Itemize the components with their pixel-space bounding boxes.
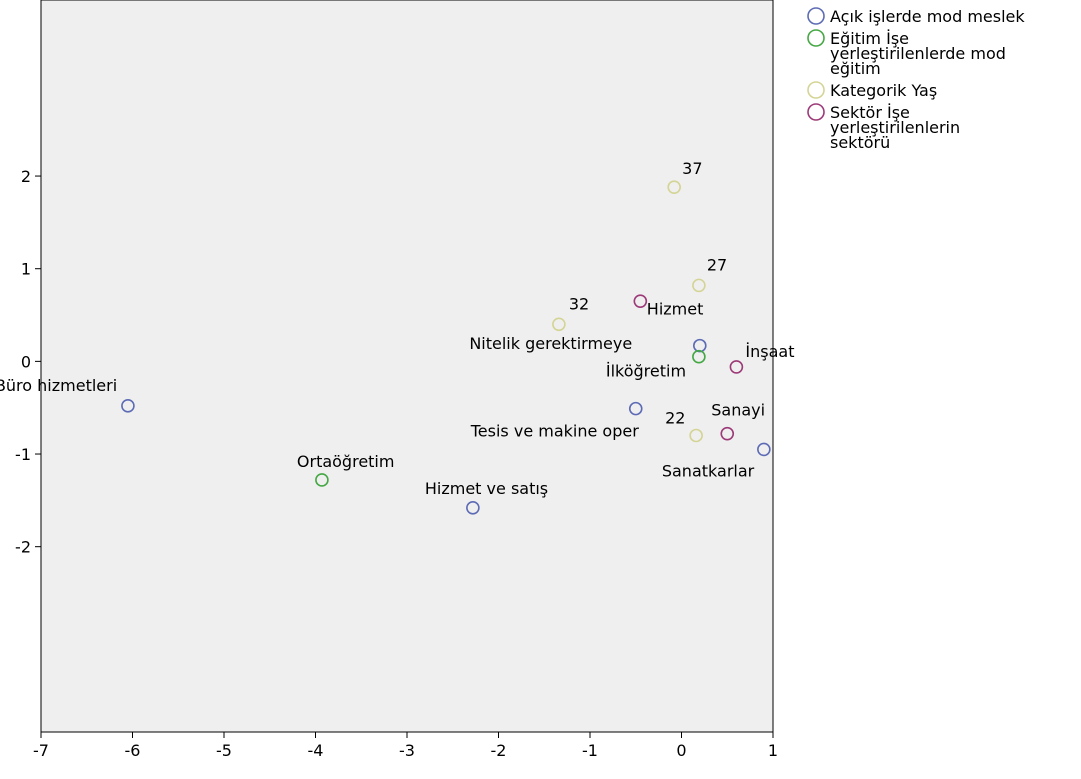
point-label: 22 xyxy=(665,408,685,427)
data-point xyxy=(757,442,771,457)
x-tick-label: 0 xyxy=(676,741,686,760)
legend-item: Sektör İşe yerleştirilenlerin sektörü xyxy=(807,103,960,152)
data-point xyxy=(692,349,706,364)
point-label: 37 xyxy=(682,159,702,178)
x-tick-label: -5 xyxy=(216,741,232,760)
point-label: Sanayi xyxy=(711,401,765,420)
plot-area xyxy=(40,0,774,733)
data-point xyxy=(720,426,735,441)
point-label: Ortaöğretim xyxy=(297,452,395,471)
y-tick-label: -1 xyxy=(15,445,31,464)
data-point xyxy=(121,399,135,413)
data-point xyxy=(692,278,706,293)
x-tick-label: 1 xyxy=(768,741,778,760)
point-label: 32 xyxy=(569,294,589,313)
point-label: Nitelik gerektirmeye xyxy=(469,334,632,353)
point-label: Sanatkarlar xyxy=(662,461,755,480)
legend-marker xyxy=(807,7,825,25)
legend-marker xyxy=(807,81,825,99)
x-tick-label: -7 xyxy=(33,741,49,760)
data-point xyxy=(633,294,648,308)
x-tick-label: -3 xyxy=(399,741,415,760)
point-label: Hizmet xyxy=(647,300,704,319)
legend: Açık işlerde mod meslek Eğitim İşe yerleşt… xyxy=(807,7,1025,152)
legend-item: Eğitim İşe yerleştirilenlerde mod eğitim xyxy=(807,29,1006,78)
data-point xyxy=(315,473,329,487)
point-labels: Büro hizmetleri Hizmet ve satış Tesis ve m… xyxy=(0,159,794,498)
data-point xyxy=(667,180,681,194)
x-tick-label: -2 xyxy=(491,741,507,760)
y-axis-ticks: 2 1 0 -1 -2 xyxy=(15,167,41,557)
legend-item: Açık işlerde mod meslek xyxy=(807,7,1025,26)
legend-label: Sektör İşe yerleştirilenlerin sektörü xyxy=(830,103,960,152)
plot-background xyxy=(40,0,774,733)
point-label: İlköğretim xyxy=(606,362,686,381)
legend-label: Eğitim İşe yerleştirilenlerde mod eğitim xyxy=(830,29,1006,78)
data-point xyxy=(692,338,707,353)
data-point xyxy=(628,401,643,416)
y-tick-label: 1 xyxy=(21,260,31,279)
x-tick-label: -6 xyxy=(125,741,141,760)
point-label: İnşaat xyxy=(745,342,794,361)
y-tick-label: -2 xyxy=(15,538,31,557)
data-points xyxy=(121,180,771,515)
point-label: Büro hizmetleri xyxy=(0,376,117,395)
data-point xyxy=(552,317,566,332)
legend-label: Kategorik Yaş xyxy=(830,81,937,100)
y-tick-label: 2 xyxy=(21,167,31,186)
data-point xyxy=(689,428,703,443)
legend-label: Açık işlerde mod meslek xyxy=(830,7,1025,26)
point-label: 27 xyxy=(707,255,727,274)
legend-item: Kategorik Yaş xyxy=(807,81,937,100)
point-label: Tesis ve makine oper xyxy=(470,422,639,441)
y-tick-label: 0 xyxy=(21,352,31,371)
legend-marker xyxy=(807,29,825,47)
x-tick-label: -4 xyxy=(308,741,324,760)
x-tick-label: -1 xyxy=(582,741,598,760)
x-axis-ticks: -7 -6 -5 -4 -3 -2 -1 0 1 xyxy=(33,732,778,760)
data-point xyxy=(729,360,744,374)
legend-marker xyxy=(807,103,825,121)
data-point xyxy=(466,500,480,515)
point-label: Hizmet ve satış xyxy=(425,479,548,498)
